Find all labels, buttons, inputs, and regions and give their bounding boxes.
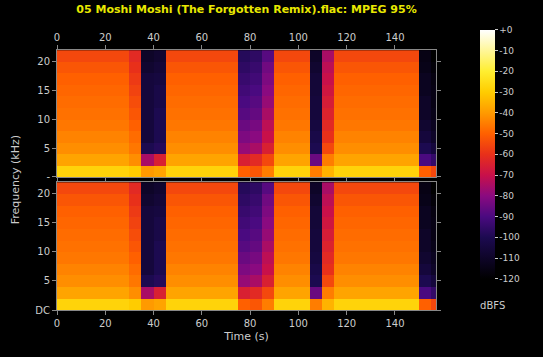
svg-text:120: 120 [337,32,356,43]
svg-text:-30: -30 [499,87,514,97]
svg-text:140: 140 [385,318,404,329]
svg-text:dBFS: dBFS [480,300,505,311]
svg-text:-100: -100 [499,232,520,242]
svg-text:+0: +0 [499,25,513,35]
svg-text:0: 0 [54,318,60,329]
svg-text:Time (s): Time (s) [223,330,269,343]
svg-text:120: 120 [337,318,356,329]
svg-text:DC: DC [35,305,50,316]
svg-text:15: 15 [37,85,50,96]
svg-text:10: 10 [37,114,50,125]
svg-text:40: 40 [147,318,160,329]
svg-text:10: 10 [37,246,50,257]
svg-text:20: 20 [37,188,50,199]
svg-text:5: 5 [44,275,50,286]
svg-text:-90: -90 [499,212,514,222]
svg-text:20: 20 [37,56,50,67]
svg-text:-120: -120 [499,274,520,284]
svg-text:80: 80 [244,32,257,43]
svg-text:100: 100 [289,32,308,43]
svg-text:140: 140 [385,32,404,43]
svg-text:5: 5 [44,143,50,154]
svg-text:-80: -80 [499,191,514,201]
svg-text:40: 40 [147,32,160,43]
svg-text:80: 80 [244,318,257,329]
svg-text:-50: -50 [499,129,514,139]
svg-text:-70: -70 [499,170,514,180]
svg-text:20: 20 [99,32,112,43]
svg-text:-: - [46,171,50,182]
svg-text:-110: -110 [499,253,520,263]
svg-text:15: 15 [37,217,50,228]
svg-text:20: 20 [99,318,112,329]
svg-text:-20: -20 [499,66,514,76]
svg-text:Frequency (kHz): Frequency (kHz) [9,135,22,224]
svg-text:60: 60 [195,318,208,329]
svg-text:-10: -10 [499,46,514,56]
svg-text:60: 60 [195,32,208,43]
svg-text:-60: -60 [499,149,514,159]
svg-text:100: 100 [289,318,308,329]
svg-text:0: 0 [54,32,60,43]
svg-text:05 Moshi Moshi (The Forgotten: 05 Moshi Moshi (The Forgotten Remix).fla… [76,3,416,16]
svg-text:-40: -40 [499,108,514,118]
